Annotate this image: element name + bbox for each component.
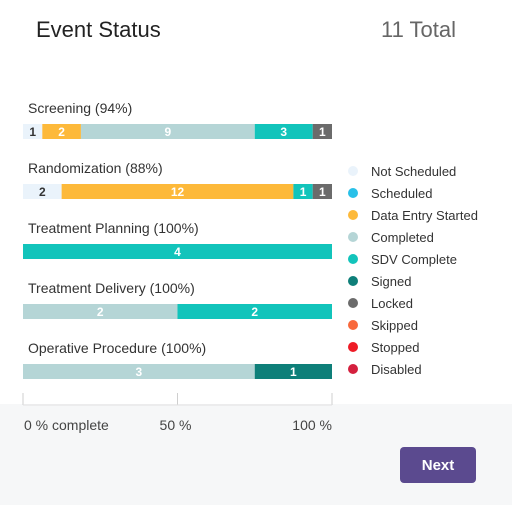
category-label: Treatment Planning (100%): [28, 220, 199, 236]
x-tick-label: 100 %: [292, 417, 332, 433]
legend-label: SDV Complete: [371, 251, 457, 267]
bar-segment: [23, 364, 255, 379]
bar-value-label: 1: [300, 185, 307, 199]
bar-segment: [23, 184, 62, 199]
bar-segment: [254, 364, 332, 379]
bar-value-label: 1: [319, 125, 326, 139]
legend-swatch: [348, 166, 358, 176]
legend-item: Completed: [348, 226, 478, 248]
legend-swatch: [348, 210, 358, 220]
legend-label: Stopped: [371, 339, 420, 355]
legend-label: Completed: [371, 229, 434, 245]
total-count: 11 Total: [380, 17, 456, 42]
legend-label: Locked: [371, 295, 413, 311]
legend-item: SDV Complete: [348, 248, 478, 270]
bar-value-label: 3: [136, 365, 143, 379]
bar-value-label: 1: [319, 185, 326, 199]
legend-label: Signed: [371, 273, 412, 289]
legend-label: Skipped: [371, 317, 418, 333]
bar-segment: [312, 124, 332, 139]
legend-swatch: [348, 188, 358, 198]
legend-item: Data Entry Started: [348, 204, 478, 226]
chart-title: Event Status: [36, 17, 161, 42]
bar-value-label: 2: [58, 125, 65, 139]
legend-item: Stopped: [348, 336, 478, 358]
category-label: Operative Procedure (100%): [28, 340, 206, 356]
legend-item: Skipped: [348, 314, 478, 336]
bar-value-label: 9: [165, 125, 172, 139]
bar-value-label: 1: [29, 125, 36, 139]
legend-label: Disabled: [371, 361, 422, 377]
legend-swatch: [348, 320, 358, 330]
bar-segment: [177, 304, 332, 319]
legend-item: Not Scheduled: [348, 160, 478, 182]
legend-swatch: [348, 342, 358, 352]
bar-segment: [42, 124, 81, 139]
category-label: Randomization (88%): [28, 160, 163, 176]
legend-swatch: [348, 254, 358, 264]
category-label: Treatment Delivery (100%): [28, 280, 195, 296]
legend-item: Scheduled: [348, 182, 478, 204]
bar-segment: [23, 304, 178, 319]
x-tick-label: 50 %: [160, 417, 192, 433]
bar-segment: [80, 124, 255, 139]
bar-segment: [312, 184, 332, 199]
bar-segment: [23, 124, 43, 139]
legend-swatch: [348, 232, 358, 242]
legend-item: Signed: [348, 270, 478, 292]
legend-label: Data Entry Started: [371, 207, 478, 223]
bar-segment: [23, 244, 332, 259]
next-button[interactable]: Next: [400, 447, 476, 483]
legend-swatch: [348, 276, 358, 286]
legend-swatch: [348, 298, 358, 308]
category-label: Screening (94%): [28, 100, 132, 116]
legend-label: Scheduled: [371, 185, 433, 201]
bar-value-label: 2: [97, 305, 104, 319]
bar-value-label: 2: [251, 305, 258, 319]
bar-value-label: 4: [174, 245, 181, 259]
bar-value-label: 1: [290, 365, 297, 379]
legend-item: Disabled: [348, 358, 478, 380]
bar-segment: [254, 124, 313, 139]
bar-segment: [61, 184, 294, 199]
legend-swatch: [348, 364, 358, 374]
bar-segment: [293, 184, 313, 199]
bar-value-label: 2: [39, 185, 46, 199]
legend-label: Not Scheduled: [371, 163, 457, 179]
bar-value-label: 12: [171, 185, 185, 199]
x-tick-label: 0 % complete: [24, 417, 109, 433]
chart-legend: Not Scheduled Scheduled Data Entry Started…: [348, 160, 478, 380]
bar-value-label: 3: [280, 125, 287, 139]
legend-item: Locked: [348, 292, 478, 314]
